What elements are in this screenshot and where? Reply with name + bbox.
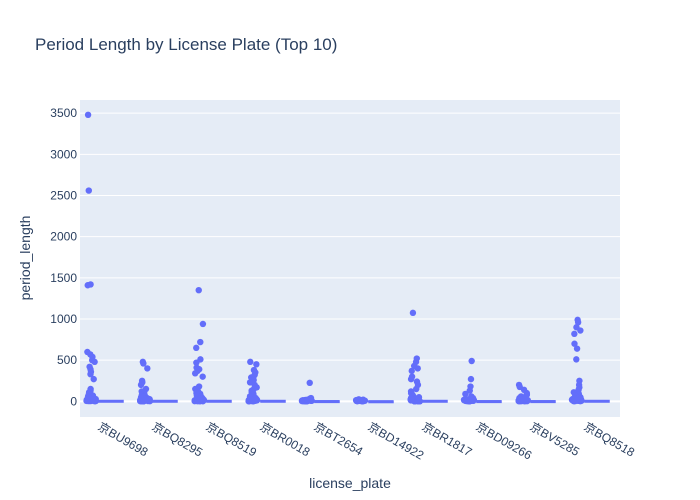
data-point	[574, 319, 582, 326]
data-point	[573, 345, 581, 352]
x-tick-label: 京BU9698	[96, 419, 151, 459]
data-point	[89, 394, 97, 402]
series-group	[137, 358, 178, 405]
data-point	[191, 370, 199, 377]
data-point	[195, 287, 202, 294]
series-group	[191, 287, 232, 405]
y-tick-label: 0	[70, 394, 77, 408]
data-point	[137, 381, 145, 389]
y-tick-label: 3000	[50, 147, 77, 161]
x-tick-label: 京BT2654	[312, 419, 366, 458]
x-tick-label: 京BR1817	[420, 419, 475, 459]
series-group	[568, 316, 610, 405]
data-point	[466, 387, 473, 394]
data-point	[467, 375, 475, 383]
x-axis-label: license_plate	[309, 475, 391, 491]
data-point	[90, 375, 97, 383]
data-point	[518, 396, 525, 403]
x-tick-label: 京BQ8519	[204, 419, 260, 459]
data-point	[409, 309, 417, 317]
series-group	[460, 357, 502, 405]
data-point	[577, 327, 584, 334]
chart-marks	[83, 111, 610, 405]
x-tick-label: 京BD14922	[366, 419, 427, 462]
y-tick-labels: 0 500 1000 1500 2000 2500 3000 3500	[50, 106, 77, 408]
y-tick-label: 500	[57, 353, 77, 367]
data-point	[462, 390, 469, 398]
data-point	[414, 365, 421, 372]
data-point	[253, 361, 260, 368]
data-point	[415, 394, 423, 401]
data-point	[571, 330, 578, 338]
series-group	[83, 111, 124, 405]
y-tick-label: 1500	[50, 271, 77, 285]
data-point	[196, 395, 203, 403]
data-point	[407, 395, 415, 403]
data-point	[85, 187, 92, 194]
series-group	[407, 309, 448, 405]
y-tick-label: 2000	[50, 230, 77, 244]
data-point	[251, 395, 259, 403]
plot-background	[80, 100, 620, 417]
data-point	[413, 385, 420, 393]
data-point	[306, 379, 313, 387]
data-point	[144, 365, 151, 372]
y-axis-label: period_length	[17, 216, 33, 301]
data-point	[197, 338, 204, 346]
data-point	[468, 357, 475, 365]
data-point	[359, 396, 366, 404]
data-point	[577, 395, 584, 403]
x-tick-label: 京BV5285	[528, 419, 583, 459]
data-point	[193, 344, 200, 352]
y-tick-label: 3500	[50, 106, 77, 120]
data-point	[91, 358, 98, 366]
series-group	[298, 379, 340, 405]
series-group	[515, 381, 556, 405]
x-tick-label: 京BD09266	[474, 419, 535, 462]
y-tick-label: 2500	[50, 189, 77, 203]
data-point	[84, 282, 91, 289]
data-point	[140, 360, 147, 367]
x-tick-label: 京BR0018	[258, 419, 313, 459]
x-tick-label: 京BQ8518	[582, 419, 638, 459]
data-point	[199, 320, 207, 328]
x-tick-label: 京BQ8295	[150, 419, 206, 459]
data-point	[87, 370, 94, 378]
series-group	[245, 358, 286, 405]
data-point	[571, 340, 578, 347]
data-point	[247, 358, 254, 366]
chart-title: Period Length by License Plate (Top 10)	[35, 35, 337, 54]
data-point	[84, 111, 92, 119]
data-point	[143, 395, 151, 403]
data-point	[408, 367, 415, 375]
data-point	[298, 397, 306, 405]
data-point	[407, 375, 415, 383]
series-group	[352, 396, 394, 405]
y-tick-label: 1000	[50, 312, 77, 326]
data-point	[573, 356, 580, 363]
data-point	[465, 396, 472, 403]
data-point	[199, 373, 206, 380]
data-point	[304, 396, 311, 403]
data-point	[193, 359, 200, 366]
